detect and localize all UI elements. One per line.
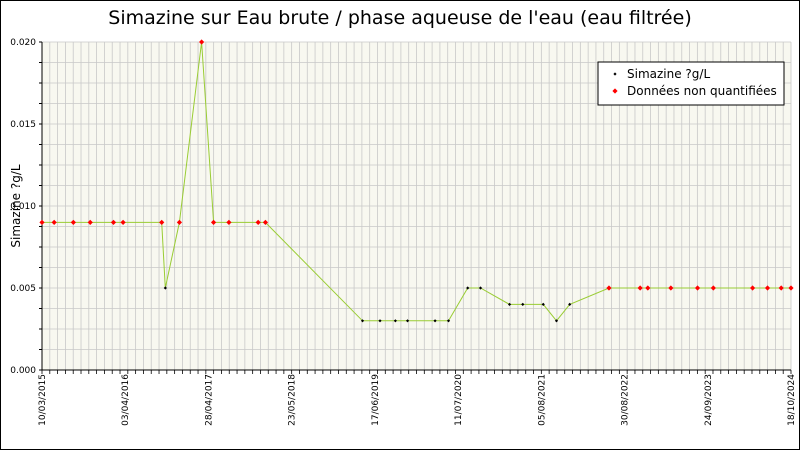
data-point-quantified — [378, 319, 382, 323]
data-point-non-quantified — [749, 285, 756, 291]
data-point-non-quantified — [788, 285, 794, 291]
data-point-quantified — [478, 286, 483, 290]
data-point-non-quantified — [668, 285, 674, 291]
data-point-non-quantified — [262, 219, 269, 225]
x-tick-label: 23/05/2018 — [288, 374, 298, 426]
x-tick-label: 17/06/2019 — [371, 374, 381, 426]
data-point-quantified — [466, 286, 470, 290]
data-point-quantified — [507, 302, 512, 306]
data-point-non-quantified — [210, 219, 217, 225]
x-tick-label: 24/09/2023 — [704, 374, 714, 426]
y-tick-label: 0.000 — [10, 366, 36, 376]
data-point-non-quantified — [764, 285, 771, 291]
y-tick-label: 0.005 — [10, 284, 36, 294]
y-axis-title: Simazine ?g/L — [9, 164, 23, 247]
data-point-quantified — [446, 319, 451, 323]
data-point-non-quantified — [87, 219, 93, 225]
data-point-non-quantified — [110, 219, 117, 225]
data-point-non-quantified — [159, 219, 165, 225]
y-tick-label: 0.015 — [10, 120, 36, 130]
legend-marker-non-quantified — [612, 88, 618, 94]
data-point-quantified — [163, 286, 167, 290]
data-point-quantified — [541, 302, 545, 306]
data-point-quantified — [393, 319, 397, 323]
data-point-non-quantified — [606, 285, 612, 291]
data-point-non-quantified — [694, 285, 701, 291]
legend-box — [597, 61, 785, 106]
data-point-non-quantified — [51, 219, 57, 225]
data-point-non-quantified — [70, 219, 76, 225]
y-tick-label: 0.010 — [10, 202, 36, 212]
y-tick-labels: 0.000 0.005 0.010 0.015 0.020 — [10, 38, 36, 376]
legend-label-non-quantified: Données non quantifiées — [627, 84, 777, 98]
x-tick-label: 10/03/2015 — [38, 374, 48, 426]
y-tick-label: 0.020 — [10, 38, 36, 48]
legend-marker-quantified — [613, 72, 617, 76]
x-tick-labels: 10/03/2015 03/04/2016 28/04/2017 23/05/2018… — [38, 374, 797, 426]
data-point-non-quantified — [199, 39, 205, 45]
data-point-non-quantified — [637, 285, 643, 291]
data-point-non-quantified — [226, 219, 232, 225]
x-tick-label: 11/07/2020 — [454, 374, 464, 426]
data-point-non-quantified — [120, 219, 126, 225]
legend: Simazine ?g/L Données non quantifiées — [597, 61, 785, 106]
x-tick-label: 18/10/2024 — [787, 374, 797, 426]
legend-label-quantified: Simazine ?g/L — [627, 67, 710, 81]
data-point-quantified — [360, 319, 365, 323]
x-tick-label: 28/04/2017 — [204, 374, 214, 426]
axes — [39, 41, 792, 374]
data-point-non-quantified — [176, 219, 183, 225]
data-point-quantified — [568, 302, 572, 306]
data-point-quantified — [433, 319, 437, 323]
data-point-non-quantified — [255, 219, 261, 225]
data-point-non-quantified — [710, 285, 716, 291]
grid — [41, 41, 792, 371]
data-point-non-quantified — [645, 285, 651, 291]
data-points — [39, 39, 794, 323]
data-point-non-quantified — [778, 285, 784, 291]
data-point-quantified — [554, 319, 559, 323]
chart-title: Simazine sur Eau brute / phase aqueuse d… — [108, 7, 692, 29]
x-tick-label: 30/08/2022 — [621, 374, 631, 426]
data-point-quantified — [521, 302, 525, 306]
data-point-quantified — [405, 319, 410, 323]
data-point-non-quantified — [39, 219, 45, 225]
x-tick-label: 03/04/2016 — [121, 374, 131, 426]
x-tick-label: 05/08/2021 — [537, 374, 547, 426]
